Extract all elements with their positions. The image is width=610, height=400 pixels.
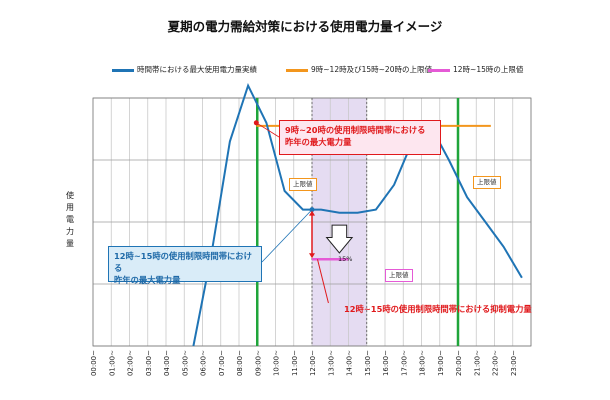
- legend-swatch-limit-noon: [428, 68, 450, 72]
- x-tick-label: 17:00~: [400, 350, 408, 376]
- x-tick-label: 13:00~: [327, 350, 335, 376]
- legend-item-limit-main: 9時~12時及び15時~20時の上限値: [286, 64, 432, 75]
- chart-legend: 時間帯における最大使用電力量実績 9時~12時及び15時~20時の上限値 12時…: [0, 64, 610, 78]
- x-tick-label: 15:00~: [364, 350, 372, 376]
- x-tick-label: 22:00~: [492, 350, 500, 376]
- legend-label-usage: 時間帯における最大使用電力量実績: [137, 65, 257, 74]
- x-tick-label: 00:00~: [90, 350, 98, 376]
- percent-label: 15%: [338, 255, 353, 263]
- blue-callout-connector: [261, 209, 313, 263]
- chart-title: 夏期の電力需給対策における使用電力量イメージ: [167, 19, 443, 34]
- x-tick-label: 08:00~: [236, 350, 244, 376]
- legend-item-usage: 時間帯における最大使用電力量実績: [112, 64, 257, 75]
- red-callout: 9時~20時の使用制限時間帯における 昨年の最大電力量: [279, 120, 441, 155]
- reduction-arrow-head-up: [309, 210, 315, 216]
- x-tick-label: 05:00~: [181, 350, 189, 376]
- x-tick-label: 10:00~: [273, 350, 281, 376]
- x-tick-label: 14:00~: [346, 350, 354, 376]
- y-axis-label: 使用電力量: [66, 191, 74, 248]
- x-tick-label: 06:00~: [200, 350, 208, 376]
- percent-arrow: [325, 224, 354, 254]
- x-tick-label: 23:00~: [510, 350, 518, 376]
- x-tick-label: 01:00~: [108, 350, 116, 376]
- blue-callout: 12時~15時の使用制限時間帯における 昨年の最大電力量: [108, 246, 262, 285]
- legend-swatch-usage: [112, 68, 134, 72]
- x-tick-label: 12:00~: [309, 350, 317, 376]
- legend-item-limit-noon: 12時~15時の上限値: [428, 64, 523, 75]
- x-tick-label: 19:00~: [437, 350, 445, 376]
- x-tick-label: 04:00~: [163, 350, 171, 376]
- x-tick-label: 07:00~: [218, 350, 226, 376]
- reduction-connector: [316, 259, 329, 304]
- legend-label-limit-noon: 12時~15時の上限値: [453, 65, 524, 74]
- usage-line: [192, 82, 523, 347]
- red-callout-connector: [256, 122, 280, 138]
- x-tick-label: 09:00~: [254, 350, 262, 376]
- x-tick-label: 18:00~: [419, 350, 427, 376]
- reduction-arrow-head-down: [309, 253, 315, 259]
- x-tick-label: 16:00~: [382, 350, 390, 376]
- limit-badge-1: 上限値: [289, 178, 317, 191]
- x-tick-label: 11:00~: [291, 350, 299, 376]
- limit-badge-3: 上限値: [385, 269, 413, 282]
- legend-label-limit-main: 9時~12時及び15時~20時の上限値: [311, 65, 432, 74]
- x-tick-label: 21:00~: [473, 350, 481, 376]
- x-tick-label: 02:00~: [127, 350, 135, 376]
- x-tick-label: 03:00~: [145, 350, 153, 376]
- limit-badge-2: 上限値: [473, 176, 501, 189]
- reduction-label: 12時~15時の使用制限時間帯における抑制電力量: [344, 304, 532, 314]
- legend-swatch-limit-main: [286, 68, 308, 72]
- x-tick-label: 20:00~: [455, 350, 463, 376]
